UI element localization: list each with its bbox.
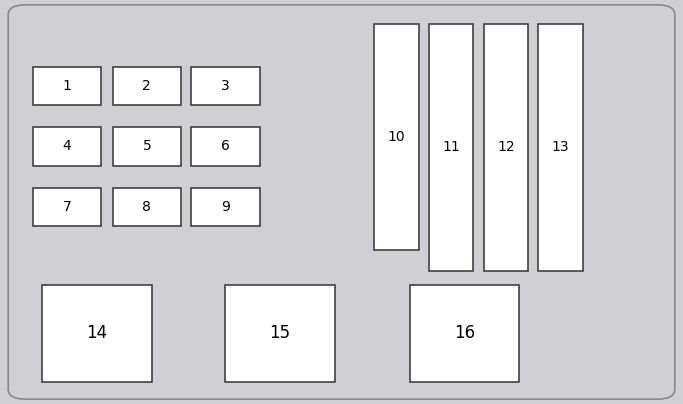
Text: 10: 10 bbox=[388, 130, 405, 144]
Text: 11: 11 bbox=[443, 141, 460, 154]
Bar bbox=[225, 285, 335, 382]
Bar bbox=[191, 67, 260, 105]
Text: 12: 12 bbox=[497, 141, 514, 154]
Text: 13: 13 bbox=[552, 141, 569, 154]
Text: 2: 2 bbox=[143, 79, 151, 93]
Text: 16: 16 bbox=[454, 324, 475, 342]
Text: 7: 7 bbox=[63, 200, 71, 214]
Bar bbox=[538, 24, 583, 271]
Bar bbox=[33, 67, 101, 105]
Bar bbox=[410, 285, 519, 382]
Text: 3: 3 bbox=[221, 79, 229, 93]
Text: 4: 4 bbox=[63, 139, 71, 154]
Text: 14: 14 bbox=[87, 324, 107, 342]
Bar bbox=[374, 24, 419, 250]
Bar bbox=[113, 188, 181, 226]
Bar bbox=[33, 127, 101, 166]
Bar bbox=[113, 127, 181, 166]
Text: 1: 1 bbox=[63, 79, 71, 93]
Bar bbox=[42, 285, 152, 382]
Text: 6: 6 bbox=[221, 139, 229, 154]
Bar bbox=[429, 24, 473, 271]
Bar bbox=[113, 67, 181, 105]
Text: 9: 9 bbox=[221, 200, 229, 214]
Bar bbox=[191, 188, 260, 226]
Bar bbox=[33, 188, 101, 226]
Text: 15: 15 bbox=[270, 324, 290, 342]
Bar bbox=[191, 127, 260, 166]
Text: 5: 5 bbox=[143, 139, 151, 154]
Bar bbox=[484, 24, 528, 271]
Text: 8: 8 bbox=[143, 200, 151, 214]
FancyBboxPatch shape bbox=[8, 5, 675, 399]
